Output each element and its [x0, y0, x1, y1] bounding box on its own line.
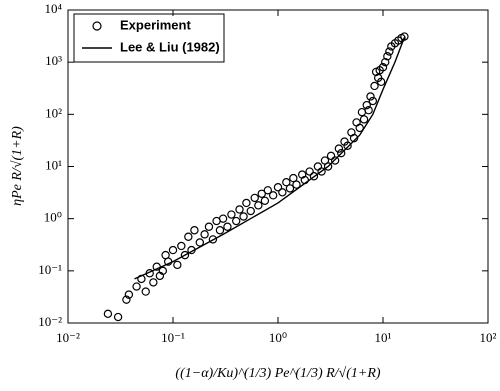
y-axis-label: ηPe R/√(1+R) — [10, 126, 25, 206]
data-point — [149, 278, 158, 287]
data-point — [317, 167, 326, 176]
y-tick-label: 10³ — [45, 53, 62, 68]
data-point — [309, 172, 319, 181]
data-point — [263, 186, 273, 195]
data-point — [400, 32, 409, 41]
data-point — [343, 141, 352, 150]
data-point — [195, 238, 205, 247]
x-tick-label: 10¹ — [375, 330, 392, 345]
y-tick-label: 10⁰ — [44, 210, 62, 225]
data-point — [337, 148, 346, 158]
data-point — [282, 178, 291, 187]
x-tick-label: 10⁰ — [269, 330, 287, 345]
data-point — [200, 230, 209, 239]
data-point — [355, 123, 364, 133]
data-point — [334, 144, 344, 153]
data-point — [357, 107, 367, 117]
data-point — [124, 290, 134, 299]
data-point — [292, 180, 301, 189]
data-point — [223, 222, 232, 231]
data-point — [278, 188, 287, 197]
x-tick-label: 10⁻² — [56, 330, 80, 345]
data-point — [168, 245, 178, 255]
data-point — [381, 57, 390, 67]
data-point — [132, 282, 141, 291]
data-point — [208, 235, 218, 244]
data-point — [215, 226, 225, 235]
data-point — [239, 212, 248, 221]
data-point — [113, 312, 123, 322]
data-point — [257, 189, 266, 198]
data-point — [180, 250, 190, 260]
data-point — [227, 210, 236, 219]
data-point — [376, 77, 386, 87]
y-tick-label: 10⁻¹ — [38, 262, 62, 277]
data-point — [362, 100, 371, 110]
data-line — [134, 37, 406, 280]
legend-label: Lee & Liu (1982) — [120, 39, 220, 54]
data-point — [141, 287, 150, 296]
data-point — [184, 232, 193, 241]
data-point — [326, 151, 336, 161]
legend-box — [73, 13, 225, 63]
data-point — [103, 309, 113, 319]
data-point — [368, 96, 378, 106]
y-tick-label: 10² — [45, 105, 62, 120]
data-point — [323, 162, 333, 171]
data-point — [250, 193, 259, 203]
data-point — [204, 222, 214, 231]
data-point — [122, 295, 131, 304]
data-point — [366, 92, 375, 101]
data-point — [232, 216, 241, 226]
x-tick-label: 10² — [480, 330, 497, 345]
data-point — [260, 196, 270, 206]
data-point — [313, 162, 323, 171]
x-axis-label: ((1−α)/Ku)^(1/3) Pe^(1/3) R/√(1+R) — [175, 366, 380, 381]
data-point — [177, 241, 186, 251]
y-tick-label: 10⁴ — [44, 1, 62, 16]
legend-marker — [92, 21, 102, 31]
data-point — [305, 167, 314, 176]
data-point — [330, 156, 340, 165]
data-point — [273, 183, 283, 192]
data-point — [385, 47, 394, 56]
data-point — [383, 52, 392, 61]
data-point — [246, 206, 255, 216]
legend-label: Experiment — [120, 17, 191, 32]
y-tick-label: 10¹ — [45, 157, 62, 172]
data-point — [268, 191, 278, 200]
data-point — [289, 173, 298, 183]
data-point — [173, 260, 182, 270]
data-point — [235, 205, 244, 214]
data-point — [285, 184, 295, 193]
data-point — [242, 198, 251, 208]
data-point — [218, 214, 228, 223]
data-point — [190, 226, 199, 235]
data-point — [378, 63, 388, 72]
y-tick-label: 10⁻² — [38, 314, 62, 329]
x-tick-label: 10⁻¹ — [161, 330, 185, 345]
data-point — [370, 81, 379, 91]
data-point — [254, 201, 263, 210]
data-point — [359, 115, 369, 124]
data-point — [158, 266, 168, 276]
data-point — [364, 106, 373, 115]
